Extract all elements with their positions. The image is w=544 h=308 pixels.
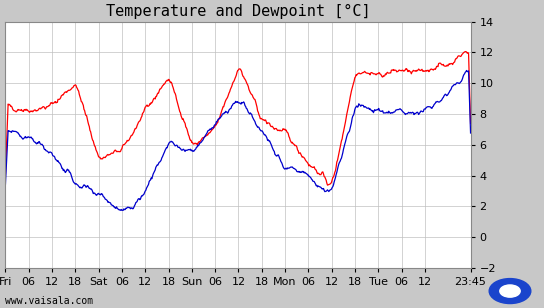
Circle shape <box>489 278 531 304</box>
Title: Temperature and Dewpoint [°C]: Temperature and Dewpoint [°C] <box>106 4 370 19</box>
Text: www.vaisala.com: www.vaisala.com <box>5 297 94 306</box>
Circle shape <box>500 285 520 297</box>
